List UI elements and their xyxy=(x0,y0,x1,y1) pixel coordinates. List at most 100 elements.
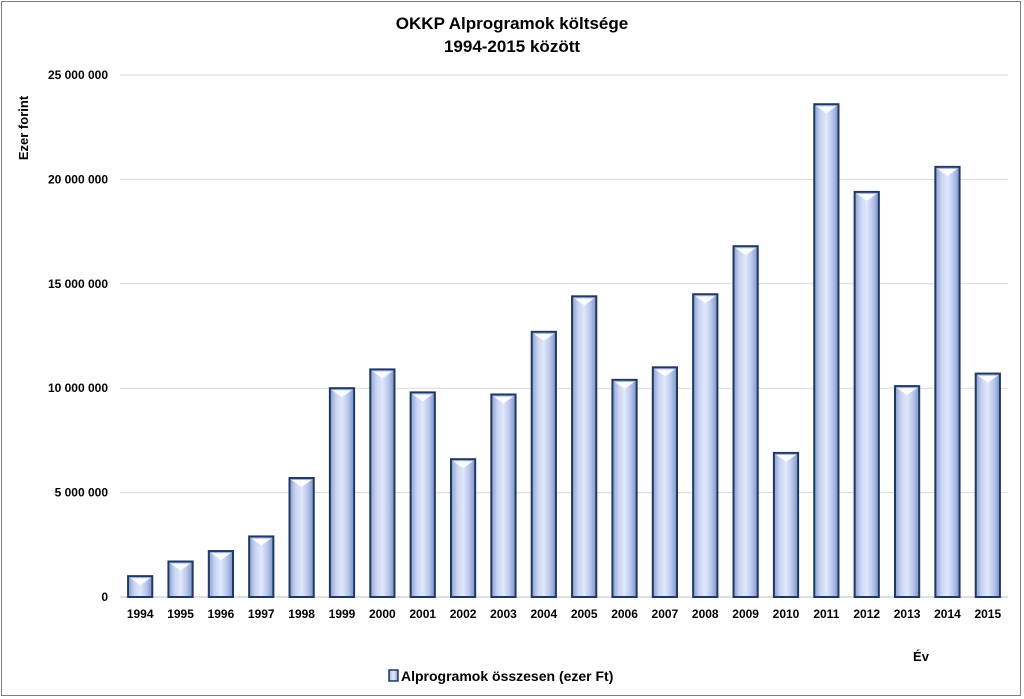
bar-1995 xyxy=(167,560,194,599)
x-tick-label: 1997 xyxy=(248,607,275,621)
bar-bevel xyxy=(412,393,434,402)
bar-body xyxy=(611,378,638,598)
x-tick-label: 2007 xyxy=(652,607,679,621)
bar-2001 xyxy=(409,391,436,598)
bar-bevel xyxy=(815,105,837,114)
x-tick-label: 2004 xyxy=(530,607,557,621)
x-tick-labels: 1994 1995 1996 1997 1998 1999 2000 2001 2002 2003… xyxy=(127,607,1002,621)
bar-1994 xyxy=(127,575,154,598)
x-tick-label: 1994 xyxy=(127,607,154,621)
x-tick-label: 2013 xyxy=(894,607,921,621)
bar-body xyxy=(449,458,477,598)
x-tick-label: 2012 xyxy=(853,607,880,621)
bar-body xyxy=(853,190,880,598)
x-tick-label: 2014 xyxy=(934,607,961,621)
bar-2005 xyxy=(571,295,598,598)
y-axis-label: Ezer forint xyxy=(16,95,31,160)
y-tick-label: 10 000 000 xyxy=(48,381,108,395)
bar-bevel xyxy=(936,168,959,176)
bar-body xyxy=(328,387,356,599)
legend-swatch xyxy=(388,669,399,682)
bar-bevel xyxy=(533,333,555,341)
bar-body xyxy=(934,165,961,598)
bar-bevel xyxy=(331,389,353,398)
bar-bevel xyxy=(694,295,716,304)
x-tick-label: 2001 xyxy=(409,607,436,621)
x-tick-label: 2015 xyxy=(974,607,1001,621)
bar-bevel xyxy=(735,247,757,256)
x-tick-label: 2002 xyxy=(450,607,477,621)
x-tick-label: 2008 xyxy=(692,607,719,621)
x-tick-label: 1996 xyxy=(208,607,235,621)
bar-2012 xyxy=(853,190,880,598)
bar-bevel xyxy=(613,381,636,389)
x-axis-label: Év xyxy=(913,649,930,664)
bar-1999 xyxy=(328,387,356,599)
bar-1997 xyxy=(248,535,275,598)
bar-bevel xyxy=(291,479,313,487)
bar-bevel xyxy=(654,368,676,377)
bar-bevel xyxy=(452,460,474,469)
bar-body xyxy=(813,103,840,599)
bar-2002 xyxy=(449,458,477,598)
y-tick-labels: 0 5 000 000 10 000 000 15 000 000 20 000 000… xyxy=(48,68,108,604)
bar-body xyxy=(530,330,557,598)
bar-2000 xyxy=(369,368,396,598)
x-tick-label: 2005 xyxy=(571,607,598,621)
bars xyxy=(127,103,1001,599)
bar-2013 xyxy=(893,385,921,598)
bar-body xyxy=(288,476,315,599)
x-tick-label: 1998 xyxy=(288,607,315,621)
bar-body xyxy=(571,295,598,598)
x-tick-label: 2011 xyxy=(813,607,839,621)
bar-body xyxy=(772,451,800,599)
bar-1996 xyxy=(207,550,235,599)
y-tick-label: 0 xyxy=(101,590,108,604)
chart-title-line-1: OKKP Alprogramok költsége xyxy=(396,14,628,33)
bar-body xyxy=(732,245,759,598)
bar-bevel xyxy=(169,563,192,571)
bar-2003 xyxy=(490,393,517,598)
x-tick-label: 2009 xyxy=(732,607,759,621)
bar-2006 xyxy=(611,378,638,598)
bar-body xyxy=(248,535,275,598)
bar-bevel xyxy=(492,395,515,404)
y-tick-label: 20 000 000 xyxy=(48,172,108,186)
x-tick-label: 2003 xyxy=(490,607,517,621)
y-tick-label: 25 000 000 xyxy=(48,68,108,82)
bar-body xyxy=(692,293,719,598)
bar-bevel xyxy=(775,454,797,462)
y-tick-label: 5 000 000 xyxy=(55,486,109,500)
bar-body xyxy=(207,550,235,599)
x-tick-label: 2006 xyxy=(611,607,638,621)
bar-2011 xyxy=(813,103,840,599)
bar-bevel xyxy=(856,193,878,201)
bar-bevel xyxy=(210,552,232,561)
bar-body xyxy=(490,393,517,598)
bar-body xyxy=(651,366,679,598)
x-tick-label: 1995 xyxy=(167,607,194,621)
legend-label: Alprogramok összesen (ezer Ft) xyxy=(401,668,613,684)
legend: Alprogramok összesen (ezer Ft) xyxy=(388,668,613,684)
chart-title-line-2: 1994-2015 között xyxy=(444,37,580,56)
bar-bevel xyxy=(371,370,393,379)
bar-bevel xyxy=(977,375,999,383)
bar-2015 xyxy=(974,372,1001,599)
x-tick-label: 1999 xyxy=(329,607,356,621)
bar-bevel xyxy=(250,537,272,546)
x-tick-label: 2010 xyxy=(773,607,800,621)
bar-2008 xyxy=(692,293,719,598)
y-tick-label: 15 000 000 xyxy=(48,277,108,291)
bar-2007 xyxy=(651,366,679,598)
bar-body xyxy=(369,368,396,598)
bar-body xyxy=(127,575,154,598)
bar-body xyxy=(974,372,1001,599)
bar-1998 xyxy=(288,476,315,599)
bar-2014 xyxy=(934,165,961,598)
bar-bevel xyxy=(573,297,595,306)
bar-body xyxy=(893,385,921,598)
bar-bevel xyxy=(129,577,151,586)
bar-2009 xyxy=(732,245,759,598)
bar-2004 xyxy=(530,330,557,598)
